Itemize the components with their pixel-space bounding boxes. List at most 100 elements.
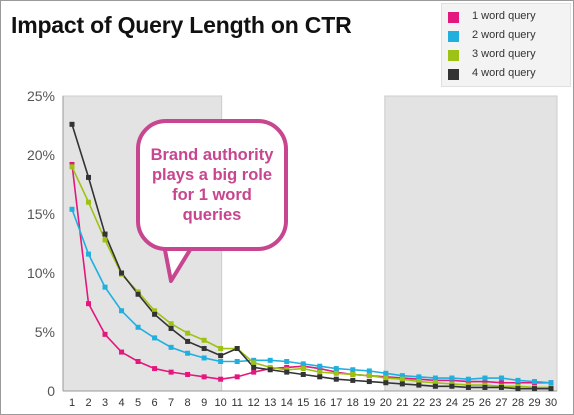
data-point <box>168 325 174 331</box>
data-point <box>201 374 207 380</box>
data-point <box>251 360 257 366</box>
x-tick-label: 10 <box>215 397 227 409</box>
x-tick-label: 19 <box>363 397 375 409</box>
data-point <box>218 346 224 352</box>
x-tick-label: 28 <box>512 397 524 409</box>
data-point <box>86 251 92 257</box>
legend-swatch-4-word <box>448 69 459 80</box>
legend-label-4-word: 4 word query <box>472 67 536 79</box>
data-point <box>168 344 174 350</box>
data-point <box>548 386 554 392</box>
annotation-text: Brand authority plays a big role for 1 w… <box>150 146 274 224</box>
legend-item-2-word: 2 word query <box>448 29 570 45</box>
data-point <box>300 371 306 377</box>
data-point <box>350 377 356 383</box>
data-point <box>317 369 323 375</box>
legend-label-1-word: 1 word query <box>472 10 536 22</box>
x-tick-label: 18 <box>347 397 359 409</box>
series-line <box>71 166 551 389</box>
x-tick-label: 2 <box>85 397 91 409</box>
data-point <box>432 383 438 389</box>
chart-legend: 1 word query 2 word query 3 word query 4… <box>441 3 571 87</box>
data-point <box>515 386 521 392</box>
data-point <box>350 367 356 373</box>
x-tick-label: 25 <box>462 397 474 409</box>
annotation-bubble: Brand authority plays a big role for 1 w… <box>136 119 288 251</box>
data-point <box>498 380 504 386</box>
data-point <box>465 384 471 390</box>
data-point <box>498 384 504 390</box>
data-point <box>251 369 257 375</box>
x-tick-label: 17 <box>330 397 342 409</box>
data-point <box>168 321 174 327</box>
x-tick-label: 13 <box>264 397 276 409</box>
legend-label-2-word: 2 word query <box>472 29 536 41</box>
x-tick-label: 14 <box>281 397 293 409</box>
data-point <box>69 164 75 170</box>
data-point <box>267 367 273 373</box>
data-point <box>498 375 504 381</box>
y-tick-label: 15% <box>27 206 55 222</box>
data-point <box>399 376 405 382</box>
legend-swatch-2-word <box>448 31 459 42</box>
x-tick-label: 22 <box>413 397 425 409</box>
x-tick-label: 16 <box>314 397 326 409</box>
data-point <box>366 373 372 379</box>
data-point <box>201 337 207 343</box>
data-point <box>185 350 191 356</box>
data-point <box>185 338 191 344</box>
data-point <box>119 349 125 355</box>
y-tick-label: 0 <box>47 383 55 399</box>
y-tick-label: 5% <box>35 324 55 340</box>
data-point <box>69 121 75 127</box>
data-point <box>399 373 405 379</box>
data-point <box>482 375 488 381</box>
data-point <box>300 366 306 372</box>
x-tick-label: 9 <box>201 397 207 409</box>
data-point <box>234 374 240 380</box>
x-tick-label: 23 <box>429 397 441 409</box>
data-point <box>86 301 92 307</box>
data-point <box>152 335 158 341</box>
legend-item-3-word: 3 word query <box>448 48 570 64</box>
x-tick-label: 4 <box>118 397 124 409</box>
data-point <box>548 380 554 386</box>
data-point <box>416 382 422 388</box>
data-point <box>135 359 141 364</box>
x-tick-label: 20 <box>380 397 392 409</box>
legend-item-1-word: 1 word query <box>448 10 570 26</box>
x-tick-label: 11 <box>231 397 242 409</box>
data-point <box>515 377 521 383</box>
x-tick-label: 12 <box>248 397 260 409</box>
data-point <box>267 357 273 363</box>
data-point <box>366 368 372 374</box>
data-point <box>531 386 537 392</box>
data-point <box>449 375 455 381</box>
data-point <box>102 231 108 237</box>
data-point <box>185 371 191 377</box>
x-tick-label: 3 <box>102 397 108 409</box>
data-point <box>333 376 339 382</box>
data-point <box>234 359 240 364</box>
data-point <box>185 330 191 336</box>
data-point <box>432 380 438 386</box>
data-point <box>102 331 108 337</box>
data-point <box>152 311 158 317</box>
data-point <box>218 376 224 382</box>
shaded-region <box>384 95 558 392</box>
data-point <box>465 376 471 382</box>
data-point <box>383 370 389 376</box>
data-point <box>284 359 290 364</box>
x-tick-label: 27 <box>495 397 507 409</box>
data-point <box>383 380 389 386</box>
x-tick-label: 24 <box>446 397 458 409</box>
x-tick-label: 26 <box>479 397 491 409</box>
data-point <box>317 374 323 380</box>
data-point <box>135 291 141 297</box>
x-tick-label: 7 <box>168 397 174 409</box>
data-point <box>251 364 257 370</box>
data-point <box>432 375 438 381</box>
data-point <box>152 308 158 314</box>
data-point <box>482 384 488 390</box>
